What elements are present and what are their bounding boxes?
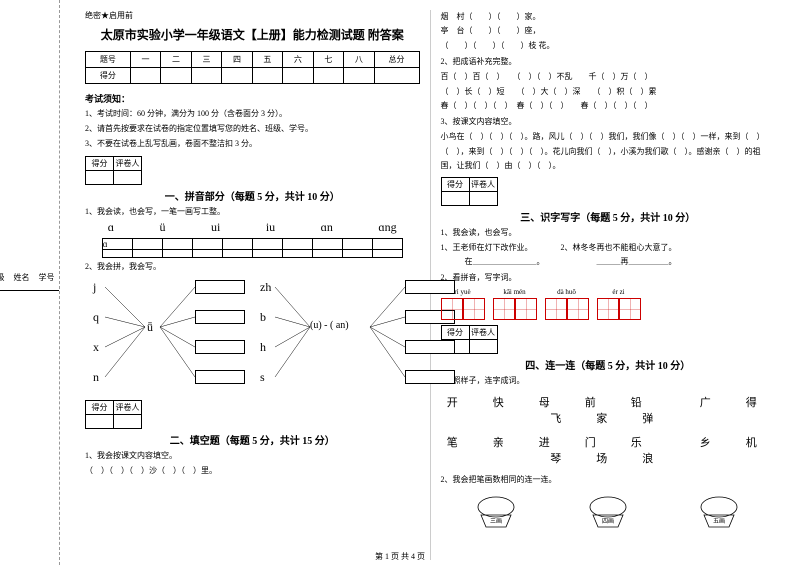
grader-table: 得分评卷人 <box>441 177 498 206</box>
question-text: 1、照样子，连字成词。 <box>441 375 776 386</box>
flower-icon: 五画 <box>694 495 744 530</box>
binding-margin: 学号 姓名 班级 内 学校 线 封 密 乡镇(街道) <box>0 0 60 565</box>
pinyin-diagram: j q x n ǖ zh b h s (u) - ( an) <box>85 277 420 397</box>
grader-table: 得分评卷人 <box>85 156 142 185</box>
confidential-mark: 绝密★启用前 <box>85 10 420 21</box>
svg-text:五画: 五画 <box>713 518 725 525</box>
exam-rules: 考试须知： 1、考试时间：60 分钟，满分为 100 分（含卷面分 3 分）。 … <box>85 92 420 151</box>
section-3-title: 三、识字写字（每题 5 分，共计 10 分） <box>441 209 776 224</box>
fill-blank: （ ）（ ）（ ）沙（ ）（ ）里。 <box>85 464 420 478</box>
section-2-title: 二、填空题（每题 5 分，共计 15 分） <box>85 432 420 447</box>
question-text: 2、我会拼，我会写。 <box>85 261 420 272</box>
writing-grid: ɑ <box>102 238 403 258</box>
sentence-fill: 1、王老师在灯下改作业。 2、林冬冬再也不能粗心大意了。 在＿＿＿＿＿＿＿＿。 … <box>441 241 776 270</box>
grader-table: 得分评卷人 <box>85 400 142 429</box>
page-footer: 第 1 页 共 4 页 <box>0 551 800 562</box>
question-text: 2、把成语补充完整。 <box>441 56 776 67</box>
question-text: 2、看拼音，写字词。 <box>441 272 776 283</box>
flower-icon: 三画 <box>471 495 521 530</box>
svg-text:四画: 四画 <box>602 518 614 525</box>
score-table: 题号 一 二 三 四 五 六 七 八 总分 得分 <box>85 51 420 84</box>
question-text: 1、我会读，也会写，一笔一画写工整。 <box>85 206 420 217</box>
question-text: 1、我会读，也会写。 <box>441 227 776 238</box>
question-text: 1、我会按课文内容填空。 <box>85 450 420 461</box>
question-text: 2、我会把笔画数相同的连一连。 <box>441 474 776 485</box>
passage-fill: 小鸟在（ ）（ ）（ ）。路，风儿（ ）（ ）我们，我们像（ ）（ ）一样，来到… <box>441 130 776 173</box>
pinyin-row: ɑ ü ui iu ɑn ɑng <box>85 220 420 235</box>
exam-title: 太原市实验小学一年级语文【上册】能力检测试题 附答案 <box>85 26 420 43</box>
flower-row: 三画 四画 五画 <box>441 495 776 530</box>
fill-blank: 烟 村（ ）（ ）家。 亭 台（ ）（ ）座， （ ）（ ）（ ）枝 花。 <box>441 10 776 53</box>
flower-icon: 四画 <box>583 495 633 530</box>
connect-row: 开 快 母 前 铅 广 得 飞 家 弹 <box>441 394 776 426</box>
section-1-title: 一、拼音部分（每题 5 分，共计 10 分） <box>85 188 420 203</box>
binding-label: 班级 <box>0 269 9 296</box>
section-4-title: 四、连一连（每题 5 分，共计 10 分） <box>441 357 776 372</box>
binding-label: 学号 <box>34 269 59 296</box>
question-text: 3、按课文内容填空。 <box>441 116 776 127</box>
binding-label: 姓名 <box>9 269 34 296</box>
char-grid: rì yuè kāi mén dà huǒ ér zi <box>441 288 776 320</box>
connect-row: 笔 亲 进 门 乐 乡 机 琴 场 浪 <box>441 434 776 466</box>
svg-text:三画: 三画 <box>490 518 502 525</box>
idiom-fill: 百（ ）百（ ） （ ）（ ）不乱 千（ ）万（ ） （ ）长（ ）短 （ ）大… <box>441 70 776 113</box>
